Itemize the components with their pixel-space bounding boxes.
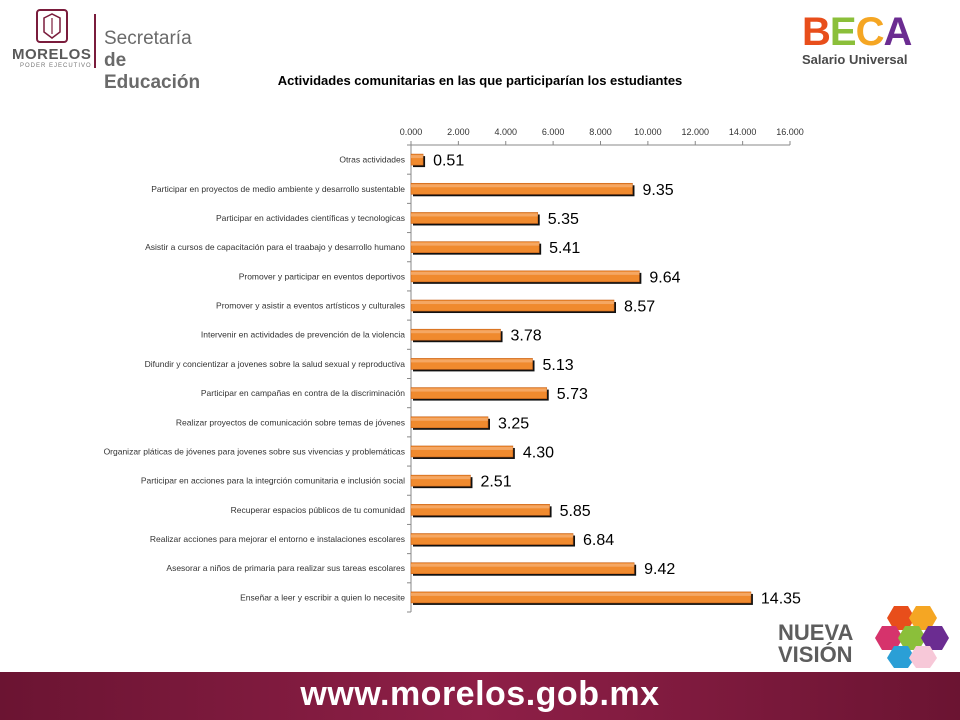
x-tick-label: 2.000	[447, 127, 470, 137]
y-category-label: Participar en actividades científicas y …	[216, 213, 405, 223]
bar	[410, 299, 615, 312]
data-label: 9.42	[644, 561, 675, 578]
nueva-vision-logo: NUEVA VISIÓN	[778, 600, 953, 670]
data-label: 5.85	[560, 503, 591, 520]
morelos-wordmark: MORELOS	[12, 46, 92, 63]
vision-label: VISIÓN	[778, 642, 853, 667]
y-category-label: Realizar proyectos de comunicación sobre…	[176, 417, 405, 427]
bar	[410, 270, 640, 283]
bar-highlight	[411, 184, 633, 188]
bar-highlight	[411, 388, 547, 392]
bar	[410, 387, 548, 399]
data-label: 9.64	[649, 269, 680, 286]
y-category-label: Intervenir en actividades de prevención …	[201, 330, 405, 340]
bar	[410, 504, 550, 516]
y-category-label: Enseñar a leer y escribir a quien lo nec…	[240, 592, 405, 602]
data-label: 5.73	[557, 386, 588, 403]
bar-highlight	[411, 301, 615, 305]
y-category-label: Asesorar a niños de primaria para realiz…	[166, 563, 405, 573]
secretaria-label: Secretaría	[104, 28, 192, 49]
footer-url: www.morelos.gob.mx	[300, 675, 660, 713]
data-label: 5.35	[548, 211, 579, 228]
data-label: 0.51	[433, 153, 464, 170]
bar	[410, 358, 533, 370]
x-tick-label: 10.000	[634, 127, 662, 137]
hexagon-mosaic-icon	[875, 606, 949, 668]
data-label: 9.35	[642, 182, 673, 199]
data-label: 14.35	[761, 590, 801, 607]
bar-highlight	[411, 359, 533, 363]
chart-bars	[410, 153, 753, 605]
logo-divider	[94, 14, 96, 68]
bar	[410, 474, 471, 487]
bar	[410, 445, 514, 458]
bar-highlight	[411, 534, 574, 538]
poder-ejecutivo-label: PODER EJECUTIVO	[20, 63, 92, 69]
y-category-label: Asistir a cursos de capacitación para el…	[145, 242, 405, 252]
bar-highlight	[411, 271, 640, 275]
bar-highlight	[411, 155, 424, 159]
bar	[410, 212, 539, 224]
bar-highlight	[411, 417, 488, 421]
data-label: 8.57	[624, 299, 655, 316]
y-category-label: Participar en proyectos de medio ambient…	[151, 184, 405, 194]
bar-highlight	[411, 563, 635, 567]
bar	[410, 241, 540, 253]
y-category-label: Organizar pláticas de jóvenes para joven…	[104, 446, 405, 456]
bar-highlight	[411, 242, 540, 246]
bar-highlight	[411, 330, 501, 334]
data-label: 5.41	[549, 240, 580, 257]
chart-title: Actividades comunitarias en las que part…	[277, 73, 683, 88]
bar-highlight	[411, 446, 513, 450]
nueva-label: NUEVA	[778, 620, 854, 645]
morelos-education-logo: MORELOS PODER EJECUTIVO Secretaría de Ed…	[6, 8, 226, 93]
bar	[410, 416, 489, 429]
bar	[410, 562, 635, 575]
y-category-label: Participar en campañas en contra de la d…	[201, 388, 405, 398]
nueva-vision-wordmark: NUEVA VISIÓN	[778, 622, 853, 666]
x-tick-label: 12.000	[681, 127, 709, 137]
data-label: 6.84	[583, 532, 614, 549]
bar	[410, 182, 633, 195]
data-label: 5.13	[543, 357, 574, 374]
state-seal-icon	[36, 9, 68, 43]
data-label: 2.51	[480, 474, 511, 491]
y-category-label: Participar en acciones para la integrció…	[141, 476, 405, 486]
x-tick-label: 8.000	[589, 127, 612, 137]
bar	[410, 153, 424, 166]
y-category-label: Realizar acciones para mejorar el entorn…	[150, 534, 405, 544]
bar	[410, 591, 752, 604]
data-label: 3.78	[511, 328, 542, 345]
educacion-label: de Educación	[104, 50, 201, 93]
chart-labels: Otras actividades 0.51 Participar en proye…	[104, 153, 801, 608]
x-tick-label: 6.000	[542, 127, 565, 137]
beca-salario-universal-logo: BECA Salario Universal	[802, 8, 942, 68]
x-tick-label: 14.000	[729, 127, 757, 137]
bar-highlight	[411, 505, 550, 509]
footer-bar	[0, 672, 960, 720]
beca-wordmark: BECA	[802, 10, 912, 54]
y-category-label: Promover y participar en eventos deporti…	[239, 271, 405, 281]
x-tick-label: 16.000	[776, 127, 804, 137]
x-tick-label: 0.000	[400, 127, 423, 137]
data-label: 3.25	[498, 415, 529, 432]
bar	[410, 533, 574, 545]
bar-highlight	[411, 592, 751, 596]
bar-highlight	[411, 213, 538, 217]
salario-universal-label: Salario Universal	[802, 52, 908, 67]
data-label: 4.30	[523, 444, 554, 461]
y-category-label: Promover y asistir a eventos artísticos …	[216, 301, 405, 311]
y-category-label: Difundir y concientizar a jovenes sobre …	[145, 359, 406, 369]
x-tick-label: 4.000	[494, 127, 517, 137]
y-category-label: Otras actividades	[339, 155, 405, 165]
bar-highlight	[411, 476, 471, 480]
bar	[410, 328, 501, 341]
y-category-label: Recuperar espacios públicos de tu comuni…	[231, 505, 406, 515]
